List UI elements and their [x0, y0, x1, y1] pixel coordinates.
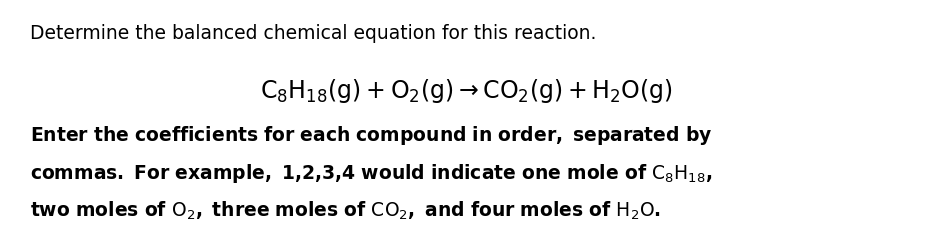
Text: $\mathbf{Enter\ the\ coefficients\ for\ each\ compound\ in\ order,\ separated\ b: $\mathbf{Enter\ the\ coefficients\ for\ …	[30, 124, 712, 147]
Text: $\mathrm{C_8H_{18}(g) + O_2(g) \rightarrow CO_2(g) + H_2O(g)}$: $\mathrm{C_8H_{18}(g) + O_2(g) \rightarr…	[260, 77, 672, 105]
Text: $\mathbf{commas.\ For\ example,\ 1{,}2{,}3{,}4\ would\ indicate\ one\ mole\ of\ : $\mathbf{commas.\ For\ example,\ 1{,}2{,…	[30, 162, 712, 185]
Text: Determine the balanced chemical equation for this reaction.: Determine the balanced chemical equation…	[30, 24, 596, 43]
Text: $\mathbf{two\ moles\ of\ }\mathrm{O_2}\mathbf{,\ three\ moles\ of\ }\mathrm{CO_2: $\mathbf{two\ moles\ of\ }\mathrm{O_2}\m…	[30, 200, 661, 222]
